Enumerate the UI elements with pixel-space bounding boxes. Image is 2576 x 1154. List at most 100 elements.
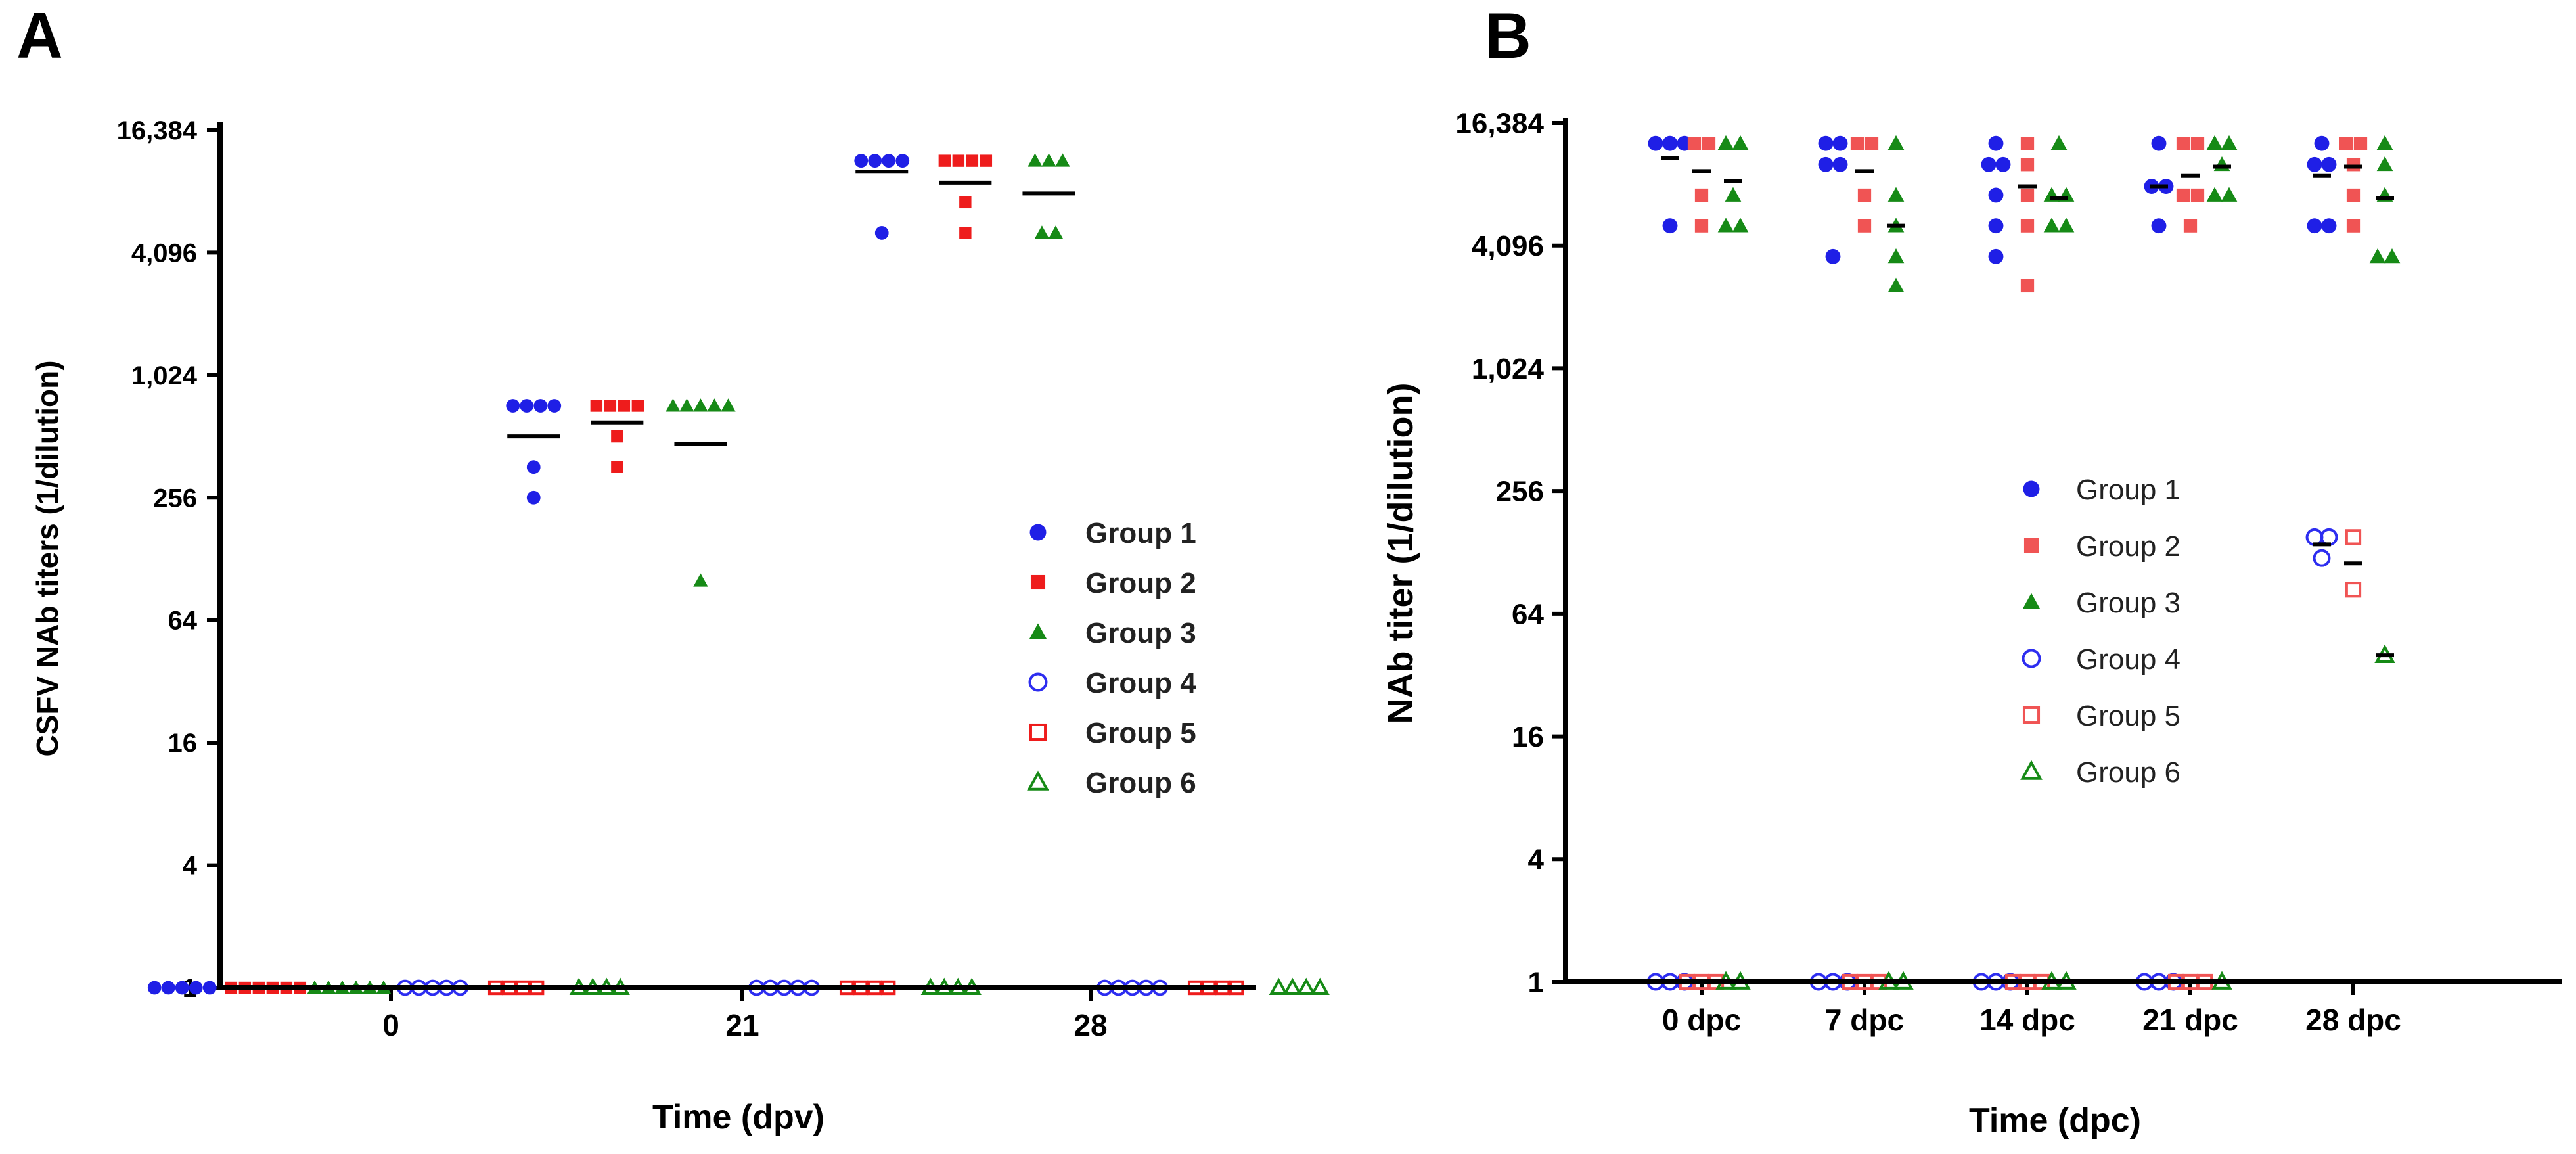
data-point [2176,188,2190,202]
data-point [1832,156,1848,172]
data-point [147,981,162,995]
data-point [2221,135,2238,150]
legend-marker [1029,623,1047,639]
data-point [1732,218,1749,233]
data-point [1296,977,1316,995]
data-point [1041,153,1056,167]
data-point [202,981,217,995]
data-point [1028,153,1043,167]
data-point [2384,248,2401,264]
data-point [1694,219,1709,233]
legend-marker [1029,723,1047,741]
data-point [1988,218,2004,234]
data-point [2376,156,2393,172]
data-point [2369,248,2386,264]
data-point [2206,187,2223,202]
legend-label: Group 3 [2076,587,2181,619]
data-point [1988,248,2004,264]
data-point [2321,218,2337,234]
data-point [1988,187,2004,203]
legend-marker [1027,770,1049,791]
data-point [959,227,972,239]
data-point [1887,277,1905,292]
panel-b-x-axis-title: Time (dpc) [1969,1101,2141,1140]
data-point [2314,135,2330,151]
data-point [679,398,694,412]
data-point [2321,156,2337,172]
x-tick-label: 21 [725,1008,759,1042]
y-tick-label: 256 [153,484,197,513]
data-point [1825,248,1841,264]
data-point [2020,158,2035,172]
data-point [631,400,644,412]
data-point [1717,135,1734,150]
legend-marker [1028,672,1048,692]
data-point [2353,137,2368,150]
legend-marker [2023,538,2039,553]
data-point [175,981,189,995]
data-point [1857,188,1872,202]
panel-b-label: B [1485,0,1531,72]
data-point [189,981,203,995]
panel-a-legend: Group 1 Group 2 Group 3 Group 4 Group 5 Group… [1027,517,1196,799]
legend-label: Group 4 [2076,643,2181,676]
data-point [1887,135,1905,150]
y-tick-label: 1,024 [131,361,198,390]
data-point [611,430,623,443]
x-tick-label: 14 dpc [1979,1003,2075,1037]
data-point [2376,135,2393,150]
data-point [707,398,722,412]
data-point [868,154,882,168]
legend-label: Group 2 [1085,567,1196,599]
data-point [952,154,965,167]
data-point [2151,135,2167,151]
legend-label: Group 6 [2076,756,2181,789]
legend-label: Group 5 [2076,700,2181,732]
legend-marker [2022,593,2041,609]
data-point [2020,279,2035,293]
data-point [2206,135,2223,150]
data-point [1055,153,1070,167]
data-point [1648,135,1663,151]
data-point [959,196,972,209]
data-point [1725,187,1742,202]
data-point [2346,188,2361,202]
legend-label: Group 3 [1085,617,1196,649]
y-tick-label: 16 [1512,721,1544,753]
y-tick-label: 64 [168,607,198,635]
y-tick-label: 64 [1512,598,1544,630]
data-point [693,398,708,412]
data-point [2221,187,2238,202]
data-point [666,398,681,412]
data-point [2346,158,2361,172]
data-point [1282,977,1302,995]
legend-label: Group 1 [1085,517,1196,549]
data-point [2339,137,2353,150]
data-point [1732,135,1749,150]
data-point [2346,219,2361,233]
legend-marker [2022,649,2041,668]
y-tick-label: 16 [168,729,198,758]
y-tick-label: 16,384 [1455,107,1544,139]
data-point [2176,137,2190,150]
data-point [693,573,708,587]
panel-b-y-axis-title: NAb titer (1/dilution) [1381,383,1420,724]
data-point [2058,218,2075,233]
legend-label: Group 4 [1085,667,1196,699]
data-point [966,154,979,167]
data-point [874,226,889,240]
data-point [882,154,896,168]
panel-a-x-axis-title: Time (dpv) [652,1098,825,1136]
data-point [161,981,175,995]
data-point [1887,248,1905,264]
data-point [2020,137,2035,150]
panel-a-label: A [16,0,63,72]
x-tick-label: 28 dpc [2305,1003,2401,1037]
data-point [1702,137,1716,150]
data-point [533,399,548,413]
legend-marker [2022,706,2041,724]
data-point [1988,135,2004,151]
data-point [611,461,623,473]
legend-label: Group 6 [1085,767,1196,799]
